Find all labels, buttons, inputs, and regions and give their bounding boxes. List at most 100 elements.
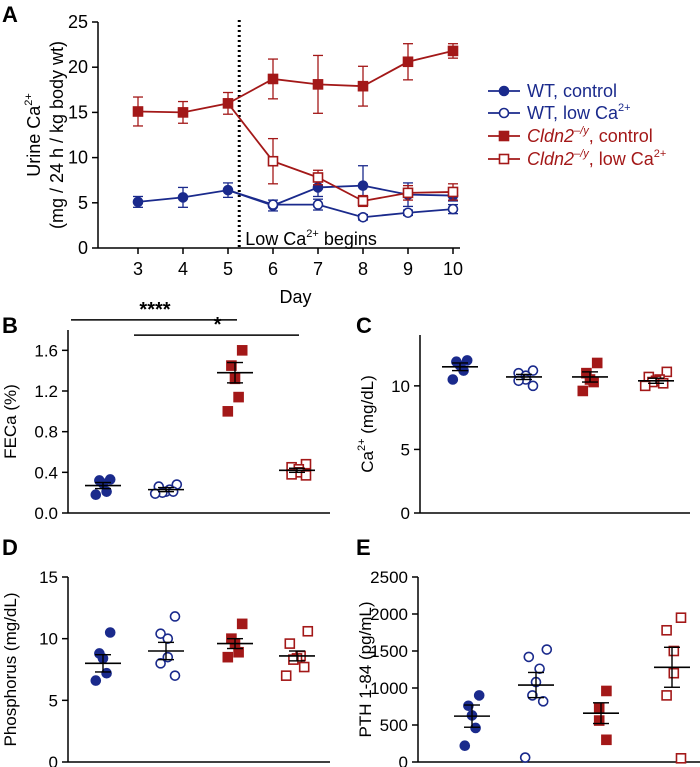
panel-letter-d: D: [2, 535, 18, 560]
y-tick-label: 5: [78, 193, 88, 213]
group-3: [279, 625, 315, 681]
series-line: [137, 50, 454, 114]
annotation-text: Low Ca: [245, 229, 307, 249]
data-point: [284, 638, 296, 649]
data-point: [357, 195, 369, 207]
data-point: [233, 646, 244, 658]
y-tick-label: 0: [401, 504, 410, 523]
data-point: [177, 107, 189, 118]
group-1: [148, 479, 184, 499]
y-tick-label: 10: [68, 148, 88, 168]
data-point: [101, 667, 112, 679]
data-point: [459, 740, 471, 752]
data-point: [473, 690, 485, 701]
data-point: [519, 752, 531, 763]
y-tick-label: 5: [49, 691, 58, 710]
data-point: [357, 180, 369, 191]
data-point: [447, 186, 459, 198]
data-point: [402, 187, 414, 199]
group-0: [454, 690, 490, 752]
data-point: [312, 199, 324, 210]
legend-label-text: WT, low Ca: [527, 103, 619, 123]
legend-entry: Cldn2–/y, control: [488, 125, 653, 146]
panel-letter-e: E: [356, 535, 371, 560]
group-2: [217, 345, 253, 417]
legend-marker: [498, 107, 510, 119]
series-line: [227, 189, 454, 219]
significance-label: *: [214, 314, 222, 336]
y-tick-label: 2500: [370, 568, 408, 587]
data-point: [402, 207, 414, 219]
significance-label: ****: [139, 299, 170, 321]
y-tick-label: 1.2: [34, 382, 58, 401]
data-point: [601, 734, 612, 746]
legend-label-text: , low Ca: [589, 149, 655, 169]
legend-label-italic: Cldn2: [527, 126, 574, 146]
data-point: [534, 663, 545, 675]
data-point: [577, 385, 589, 397]
data-point: [90, 489, 102, 501]
data-point: [357, 80, 369, 92]
x-tick-label: 6: [268, 259, 278, 279]
y-axis-label-sup: 2+: [23, 93, 35, 106]
data-point: [312, 172, 324, 183]
y-tick-label: 10: [39, 630, 58, 649]
data-point: [132, 196, 144, 208]
data-point: [593, 703, 605, 715]
legend-label-sup: 2+: [618, 102, 631, 114]
y-tick-label: 0.4: [34, 463, 58, 482]
legend-marker: [498, 153, 510, 165]
y-tick-label: 15: [68, 102, 88, 122]
group-2: [572, 357, 608, 397]
group-3: [654, 612, 690, 764]
y-axis-label-text: Phosphorus (mg/dL): [1, 592, 20, 746]
data-point: [601, 685, 612, 697]
data-point: [668, 645, 680, 657]
data-point: [236, 618, 248, 630]
y-axis-label-tail: (mg/dL): [358, 375, 377, 438]
legend-label-text: , control: [589, 126, 653, 146]
y-tick-label: 20: [68, 57, 88, 77]
legend-label-genotype-sup: –/y: [573, 125, 590, 137]
y-tick-label: 1.6: [34, 341, 58, 360]
group-0: [85, 474, 121, 501]
data-point: [661, 690, 672, 701]
data-point: [267, 73, 279, 85]
group-0: [442, 355, 478, 385]
data-point: [661, 366, 673, 378]
legend-label: Cldn2–/y, control: [527, 125, 653, 146]
y-tick-label: 0.8: [34, 423, 58, 442]
data-point: [267, 199, 279, 210]
annotation-tail: begins: [319, 229, 377, 249]
series-1: [227, 189, 459, 223]
data-point: [537, 696, 549, 707]
group-1: [506, 365, 542, 392]
data-point: [298, 661, 310, 673]
data-point: [541, 644, 553, 655]
data-point: [132, 106, 144, 117]
data-point: [280, 670, 292, 681]
data-point: [527, 380, 539, 392]
x-tick-label: 10: [443, 259, 463, 279]
legend-label-sup: 2+: [654, 148, 667, 160]
series-3: [227, 102, 459, 208]
data-point: [668, 667, 680, 679]
y-axis-label-text: PTH 1-84 (pg/mL): [356, 601, 375, 737]
data-point: [233, 391, 244, 403]
data-point: [90, 675, 102, 686]
data-point: [267, 155, 279, 167]
legend-label: WT, control: [527, 81, 617, 101]
legend-label-italic: Cldn2: [527, 149, 574, 169]
group-0: [85, 627, 121, 686]
data-point: [675, 752, 687, 764]
y-tick-label: 25: [68, 12, 88, 32]
data-point: [463, 700, 474, 712]
y-tick-label: 2000: [370, 605, 408, 624]
data-point: [149, 488, 161, 499]
y-axis-label: PTH 1-84 (pg/mL): [356, 601, 375, 737]
legend-label: WT, low Ca2+: [527, 102, 631, 123]
data-point: [447, 45, 459, 57]
legend-entry: Cldn2–/y, low Ca2+: [488, 148, 666, 169]
